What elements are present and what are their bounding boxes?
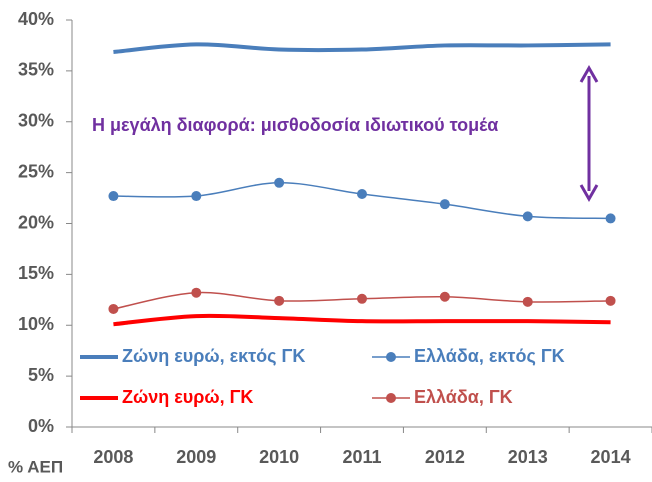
y-tick-label: 10% (18, 314, 54, 334)
x-tick-label: 2012 (425, 447, 465, 467)
point (439, 199, 450, 210)
y-tick-label: 30% (18, 111, 54, 131)
y-tick-label: 25% (18, 161, 54, 181)
point (108, 191, 119, 202)
legend-label: Ζώνη ευρώ, εκτός ΓΚ (122, 346, 305, 366)
point (357, 188, 367, 199)
series-line (113, 313, 611, 327)
annotation: Η μεγάλη διαφορά: μισθοδοσία ιδιωτικού τ… (92, 115, 498, 135)
x-tick-label: 2011 (342, 447, 381, 467)
y-tick-label: 0% (28, 416, 54, 436)
point (605, 213, 616, 224)
legend-label: Ελλάδα, εκτός ΓΚ (414, 346, 565, 366)
point (191, 287, 202, 298)
series-line (113, 42, 611, 55)
y-axis-label: % ΑΕΠ (8, 457, 63, 476)
point (439, 291, 450, 302)
x-tick-label: 2013 (508, 447, 548, 467)
legend-marker (386, 393, 396, 403)
legend-label: Ελλάδα, ΓΚ (414, 387, 513, 407)
point (191, 191, 202, 202)
y-tick-label: 20% (18, 212, 54, 232)
x-tick-label: 2008 (93, 447, 133, 467)
x-tick-label: 2010 (259, 447, 299, 467)
x-tick-label: 2014 (591, 447, 631, 467)
series-line (113, 182, 611, 220)
y-tick-label: 5% (28, 365, 54, 385)
point (522, 296, 533, 307)
point (108, 303, 119, 314)
point (522, 211, 533, 222)
arrow-head (579, 64, 599, 83)
point (357, 293, 367, 304)
point (605, 295, 616, 306)
y-tick-label: 40% (18, 9, 54, 29)
point (274, 295, 285, 306)
arrow-head (579, 184, 599, 203)
x-tick-label: 2009 (176, 447, 216, 467)
y-tick-label: 15% (18, 263, 54, 283)
point (274, 177, 285, 188)
legend-marker (386, 352, 396, 362)
y-tick-label: 35% (18, 60, 54, 80)
legend-label: Ζώνη ευρώ, ΓΚ (122, 387, 253, 407)
